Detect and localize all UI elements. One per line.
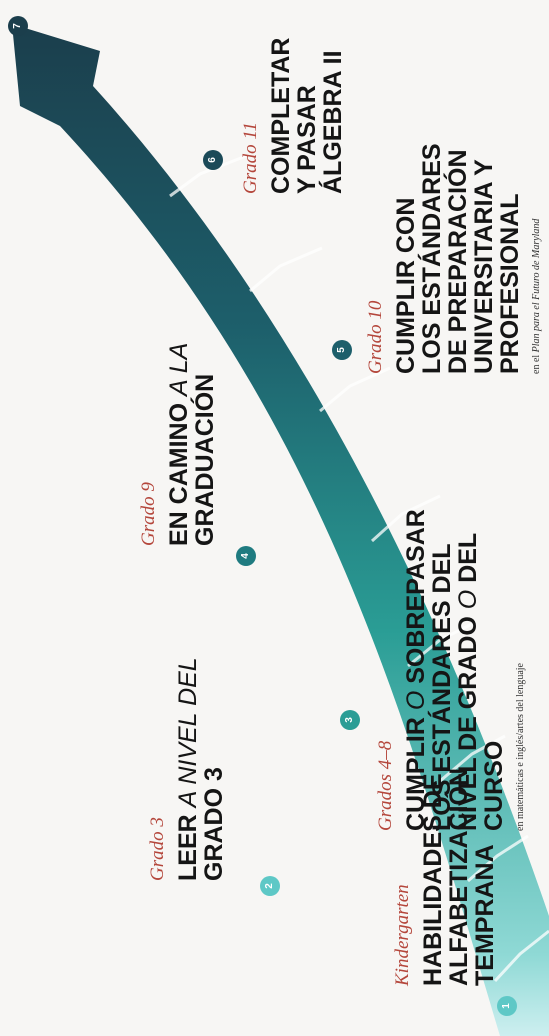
stage-grade: Grados 4–8 bbox=[375, 740, 396, 831]
stage-title: EN CAMINO A LA GRADUACIÓN bbox=[165, 342, 219, 546]
stage-number-2-icon: 2 bbox=[260, 876, 280, 896]
arrow-body bbox=[12, 24, 549, 1036]
stage-grade: Grado 3 bbox=[147, 817, 168, 881]
stage-title: LEER A NIVEL DEL GRADO 3 bbox=[174, 657, 228, 881]
stage-number-3-icon: 3 bbox=[340, 710, 360, 730]
stage-number-1-icon: 1 bbox=[497, 996, 517, 1016]
stage-number-6-icon: 6 bbox=[203, 150, 223, 170]
stage-number-7-icon: 7 bbox=[8, 16, 28, 36]
stage-number-4-icon: 4 bbox=[236, 546, 256, 566]
stage-grade: Grado 11 bbox=[240, 122, 261, 194]
stage-grade-11: Grado 11 COMPLETAR Y PASAR ÁLGEBRA II bbox=[240, 37, 347, 194]
stage-grade: Grado 9 bbox=[138, 482, 159, 546]
stage-grade-10: Grado 10 CUMPLIR CON LOS ESTÁNDARES DE P… bbox=[365, 143, 542, 374]
stage-note: en el Plan para el Futuro de Maryland bbox=[531, 218, 542, 374]
stage-number-5-icon: 5 bbox=[332, 340, 352, 360]
stage-grades-4-8: Grados 4–8 CUMPLIR O SOBREPASAR LOS ESTÁ… bbox=[375, 509, 526, 831]
stage-title: CUMPLIR O SOBREPASAR LOS ESTÁNDARES DEL … bbox=[402, 509, 508, 831]
stage-grade-3: Grado 3 LEER A NIVEL DEL GRADO 3 bbox=[147, 657, 228, 881]
stage-title: COMPLETAR Y PASAR ÁLGEBRA II bbox=[267, 37, 347, 194]
stage-grade-9: Grado 9 EN CAMINO A LA GRADUACIÓN bbox=[138, 342, 219, 546]
stage-title: CUMPLIR CON LOS ESTÁNDARES DE PREPARACIÓ… bbox=[392, 143, 524, 374]
arrow-chevrons bbox=[169, 154, 549, 983]
stage-grade: Grado 10 bbox=[365, 300, 386, 374]
stage-note: en matemáticas e inglés/artes del lengua… bbox=[515, 663, 526, 831]
